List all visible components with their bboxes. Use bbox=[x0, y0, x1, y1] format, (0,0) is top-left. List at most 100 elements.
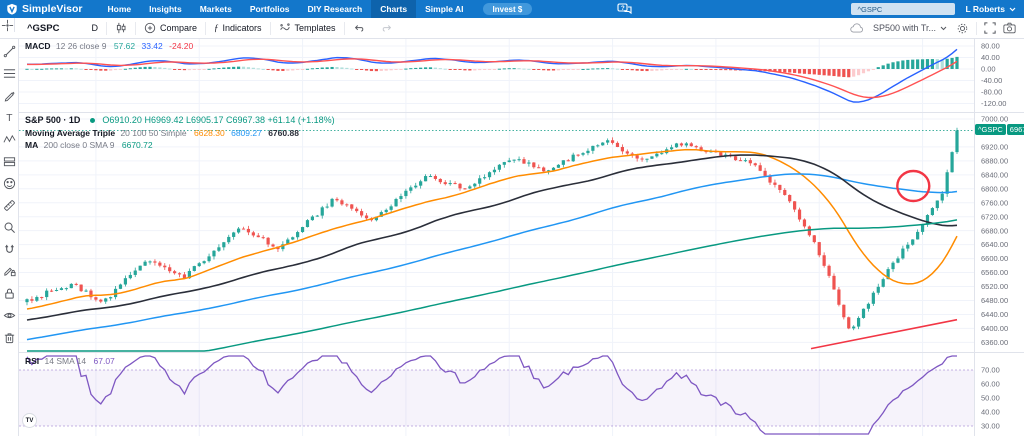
nav-item-home[interactable]: Home bbox=[107, 4, 132, 14]
svg-text:0.00: 0.00 bbox=[981, 65, 996, 74]
svg-text:6800.00: 6800.00 bbox=[981, 184, 1008, 193]
nav-item-diy-research[interactable]: DIY Research bbox=[307, 4, 363, 14]
compare-plus-icon bbox=[144, 22, 156, 34]
toolbar-separator bbox=[134, 21, 136, 35]
tradingview-logo[interactable]: TV bbox=[22, 413, 37, 428]
chevron-down-icon bbox=[1009, 7, 1016, 11]
drawing-toolbar: T bbox=[0, 39, 19, 436]
svg-text:6440.00: 6440.00 bbox=[981, 310, 1008, 319]
svg-text:6880.00: 6880.00 bbox=[981, 156, 1008, 165]
chevron-down-icon bbox=[940, 26, 947, 30]
drawing-mode-tool[interactable] bbox=[2, 264, 16, 278]
emoji-tool[interactable] bbox=[2, 176, 16, 190]
user-menu[interactable]: L Roberts bbox=[965, 4, 1016, 14]
undo-icon bbox=[354, 24, 363, 32]
svg-text:6360.00: 6360.00 bbox=[981, 338, 1008, 347]
svg-text:80.00: 80.00 bbox=[981, 42, 1000, 51]
user-name: L Roberts bbox=[965, 4, 1005, 14]
indicators-button[interactable]: ƒ Indicators bbox=[206, 18, 270, 38]
magnet-tool[interactable] bbox=[2, 242, 16, 256]
remove-all-tool[interactable] bbox=[2, 330, 16, 344]
svg-text:70.00: 70.00 bbox=[981, 366, 1000, 375]
svg-text:-120.00: -120.00 bbox=[981, 99, 1006, 108]
mat-value-50: 6760.88 bbox=[268, 128, 299, 138]
interval-button[interactable]: D bbox=[91, 23, 98, 33]
svg-text:-80.00: -80.00 bbox=[981, 88, 1002, 97]
fullscreen-icon[interactable] bbox=[984, 22, 996, 34]
svg-text:6840.00: 6840.00 bbox=[981, 170, 1008, 179]
brand-name: SimpleVisor bbox=[22, 3, 83, 15]
chart-area: 80.00 40.00 0.00 -40.00 -80.00 -120.00 7000.00… bbox=[19, 39, 1024, 436]
nav-item-portfolios[interactable]: Portfolios bbox=[249, 4, 290, 14]
zoom-tool[interactable] bbox=[2, 220, 16, 234]
snapshot-camera-icon[interactable] bbox=[1003, 22, 1016, 34]
nav-item-insights[interactable]: Insights bbox=[149, 4, 182, 14]
layout-name: SP500 with Tr... bbox=[872, 23, 936, 33]
hide-all-tool[interactable] bbox=[2, 308, 16, 322]
symbol-search-input[interactable] bbox=[851, 3, 956, 15]
svg-text:-40.00: -40.00 bbox=[981, 76, 1002, 85]
mat-params: 20 100 50 Simple bbox=[120, 128, 187, 138]
invest-button[interactable]: Invest $ bbox=[482, 3, 533, 15]
xabcd-pattern-tool[interactable] bbox=[2, 132, 16, 146]
mat-name: Moving Average Triple bbox=[25, 128, 116, 138]
redo-button[interactable] bbox=[373, 18, 401, 38]
compare-label: Compare bbox=[159, 23, 197, 33]
svg-text:6760.00: 6760.00 bbox=[981, 198, 1008, 207]
nav-item-simple-ai[interactable]: Simple AI bbox=[425, 4, 464, 14]
svg-text:6560.00: 6560.00 bbox=[981, 268, 1008, 277]
toolbar-separator bbox=[976, 21, 977, 35]
lock-all-tool[interactable] bbox=[2, 286, 16, 300]
templates-label: Templates bbox=[294, 23, 336, 33]
current-price-badge: ^GSPC 6967.38 bbox=[975, 124, 1024, 135]
toolbar-separator bbox=[269, 21, 271, 35]
measure-tool[interactable] bbox=[2, 198, 16, 212]
text-tool[interactable]: T bbox=[2, 110, 16, 124]
svg-text:T: T bbox=[6, 113, 12, 124]
svg-text:40.00: 40.00 bbox=[981, 53, 1000, 62]
macd-params: 12 26 close 9 bbox=[55, 41, 107, 51]
fib-retracement-tool[interactable] bbox=[2, 66, 16, 80]
svg-text:6720.00: 6720.00 bbox=[981, 212, 1008, 221]
chart-style-button[interactable] bbox=[107, 18, 135, 38]
layout-select[interactable]: SP500 with Tr... bbox=[871, 18, 949, 38]
svg-text:6640.00: 6640.00 bbox=[981, 240, 1008, 249]
price-chart-canvas[interactable]: 80.00 40.00 0.00 -40.00 -80.00 -120.00 7000.00… bbox=[19, 39, 1024, 436]
ma200-legend[interactable]: MA 200 close 0 SMA 9 6670.72 bbox=[25, 140, 153, 150]
templates-icon bbox=[279, 23, 290, 31]
nav-item-markets[interactable]: Markets bbox=[199, 4, 232, 14]
svg-text:40.00: 40.00 bbox=[981, 408, 1000, 417]
toolbar-separator bbox=[205, 21, 206, 35]
symbol-button[interactable]: ^GSPC bbox=[27, 22, 60, 34]
rsi-params: 14 SMA 14 bbox=[44, 356, 87, 366]
macd-hist-value: 57.62 bbox=[113, 41, 136, 51]
symbol-legend[interactable]: S&P 500 · 1D O6910.20 H6969.42 L6905.17 … bbox=[25, 115, 335, 125]
mat-legend[interactable]: Moving Average Triple 20 100 50 Simple 6… bbox=[25, 128, 299, 138]
rsi-legend[interactable]: RSI 14 SMA 14 67.07 bbox=[25, 356, 115, 366]
mat-value-20: 6628.30 bbox=[193, 128, 225, 138]
crosshair-tool[interactable] bbox=[0, 18, 15, 32]
chart-workspace: T 80.00 40.00 0.00 -40.00 -80.00 -120.00 7000.… bbox=[0, 39, 1024, 436]
ma-params: 200 close 0 SMA 9 bbox=[43, 140, 115, 150]
cloud-save-icon[interactable] bbox=[850, 22, 864, 34]
rsi-value: 67.07 bbox=[93, 356, 115, 366]
svg-text:6520.00: 6520.00 bbox=[981, 282, 1008, 291]
brush-tool[interactable] bbox=[2, 88, 16, 102]
templates-button[interactable]: Templates bbox=[271, 18, 344, 38]
settings-gear-icon[interactable] bbox=[956, 22, 969, 35]
svg-text:6400.00: 6400.00 bbox=[981, 324, 1008, 333]
trend-line-tool[interactable] bbox=[2, 44, 16, 58]
projection-tool[interactable] bbox=[2, 154, 16, 168]
compare-button[interactable]: Compare bbox=[136, 18, 205, 38]
nav-item-charts[interactable]: Charts bbox=[371, 0, 417, 18]
price-badge-value: 6967.38 bbox=[1006, 124, 1024, 135]
indicators-fx-icon: ƒ bbox=[214, 23, 219, 33]
undo-button[interactable] bbox=[345, 18, 373, 38]
macd-legend[interactable]: MACD 12 26 close 9 57.62 33.42 -24.20 bbox=[25, 41, 193, 51]
price-badge-symbol: ^GSPC bbox=[975, 124, 1006, 135]
svg-text:50.00: 50.00 bbox=[981, 394, 1000, 403]
feedback-chat-icon[interactable]: ? bbox=[617, 2, 632, 16]
brand[interactable]: SimpleVisor bbox=[6, 3, 83, 15]
symbol-title: S&P 500 · 1D bbox=[25, 115, 81, 125]
redo-icon bbox=[382, 24, 391, 32]
